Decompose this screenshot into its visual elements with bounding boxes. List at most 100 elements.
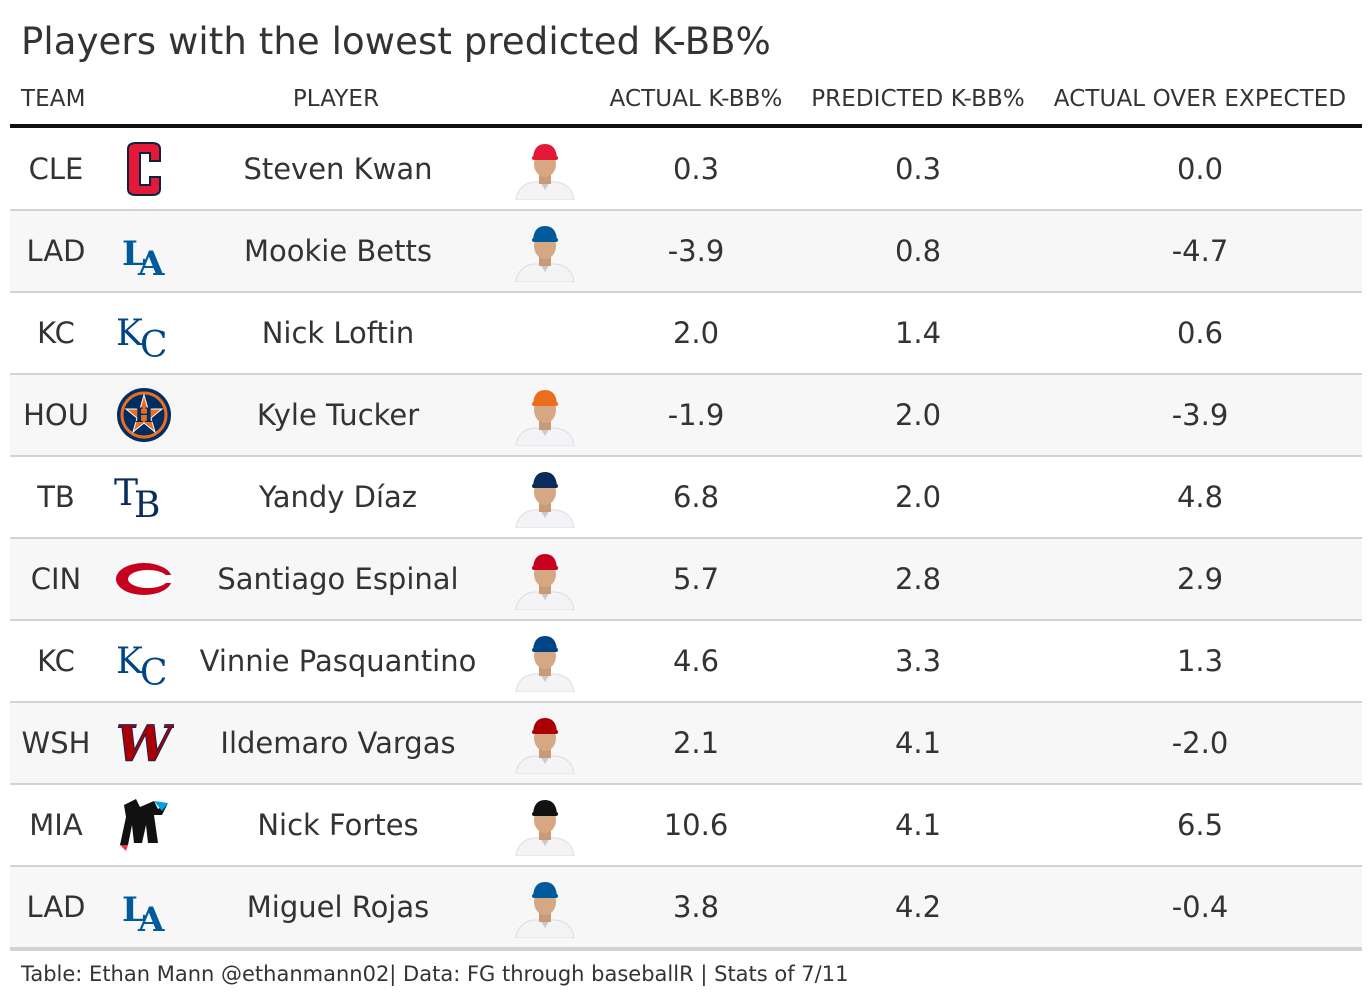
team-logo-icon — [110, 129, 178, 209]
team-logo-icon: W — [110, 703, 178, 783]
table-row: LAD L A Mookie Betts -3.9 0.8 -4.7 — [10, 211, 1362, 293]
svg-text:A: A — [137, 244, 165, 281]
svg-text:C: C — [140, 325, 168, 363]
player-name: Santiago Espinal — [217, 562, 459, 596]
team-logo-icon: H — [110, 375, 178, 455]
team-abbreviation: KC — [37, 644, 75, 678]
table-row: MIA Nick Fortes 10.6 4.1 6.5 — [10, 785, 1362, 867]
table-row: KC K C Vinnie Pasquantino 4.6 3.3 1.3 — [10, 621, 1362, 703]
actual-k-bb-value: 10.6 — [663, 808, 729, 842]
table-body: CLE Steven Kwan 0.3 0.3 0.0 LAD L A Mookie Betts… — [10, 129, 1362, 951]
player-name: Vinnie Pasquantino — [199, 644, 477, 678]
team-abbreviation: WSH — [21, 726, 91, 760]
actual-k-bb-value: -3.9 — [667, 234, 725, 268]
player-headshot-icon — [510, 293, 580, 373]
actual-over-expected-value: -4.7 — [1171, 234, 1229, 268]
predicted-k-bb-value: 2.0 — [894, 480, 942, 514]
svg-text:L: L — [122, 234, 146, 274]
actual-over-expected-value: 1.3 — [1176, 644, 1224, 678]
team-abbreviation: HOU — [23, 398, 89, 432]
team-logo-icon — [110, 539, 178, 619]
actual-k-bb-value: 4.6 — [672, 644, 720, 678]
column-header-actual: ACTUAL K-BB% — [609, 86, 783, 112]
actual-k-bb-value: 6.8 — [672, 480, 720, 514]
table-title: Players with the lowest predicted K-BB% — [21, 20, 771, 63]
table-row: WSH W Ildemaro Vargas 2.1 4.1 -2.0 — [10, 703, 1362, 785]
player-name: Yandy Díaz — [258, 480, 418, 514]
predicted-k-bb-value: 2.0 — [894, 398, 942, 432]
actual-k-bb-value: 3.8 — [672, 890, 720, 924]
actual-over-expected-value: 0.6 — [1176, 316, 1224, 350]
player-name: Mookie Betts — [243, 234, 432, 268]
table-row: HOU H Kyle Tucker -1.9 2.0 -3.9 — [10, 375, 1362, 457]
team-logo-icon — [110, 785, 178, 865]
predicted-k-bb-value: 1.4 — [894, 316, 942, 350]
player-headshot-icon — [510, 375, 580, 455]
team-abbreviation: KC — [37, 316, 75, 350]
predicted-k-bb-value: 4.1 — [894, 726, 942, 760]
predicted-k-bb-value: 4.1 — [894, 808, 942, 842]
player-name: Ildemaro Vargas — [220, 726, 456, 760]
svg-text:A: A — [137, 900, 165, 937]
player-headshot-icon — [510, 129, 580, 209]
player-headshot-icon — [510, 539, 580, 619]
svg-text:W: W — [116, 714, 174, 773]
player-name: Nick Fortes — [257, 808, 419, 842]
actual-over-expected-value: -3.9 — [1171, 398, 1229, 432]
predicted-k-bb-value: 0.3 — [894, 152, 942, 186]
table-row: TB T B Yandy Díaz 6.8 2.0 4.8 — [10, 457, 1362, 539]
player-headshot-icon — [510, 867, 580, 947]
column-header-predicted: PREDICTED K-BB% — [811, 86, 1025, 112]
player-name: Miguel Rojas — [246, 890, 430, 924]
svg-text:L: L — [122, 890, 146, 930]
column-header-team: TEAM — [21, 86, 86, 112]
actual-k-bb-value: 0.3 — [672, 152, 720, 186]
predicted-k-bb-value: 3.3 — [894, 644, 942, 678]
actual-k-bb-value: 2.1 — [672, 726, 720, 760]
player-headshot-icon — [510, 703, 580, 783]
team-abbreviation: CIN — [30, 562, 82, 596]
table-header: TEAM PLAYER ACTUAL K-BB% PREDICTED K-BB%… — [10, 84, 1362, 128]
actual-over-expected-value: -0.4 — [1171, 890, 1229, 924]
column-header-actual-over-expected: ACTUAL OVER EXPECTED — [1053, 86, 1347, 112]
svg-text:T: T — [114, 473, 138, 514]
table-row: KC K C Nick Loftin 2.0 1.4 0.6 — [10, 293, 1362, 375]
predicted-k-bb-value: 2.8 — [894, 562, 942, 596]
table-row: LAD L A Miguel Rojas 3.8 4.2 -0.4 — [10, 867, 1362, 951]
svg-text:K: K — [116, 641, 144, 682]
actual-k-bb-value: 5.7 — [672, 562, 720, 596]
player-headshot-icon — [510, 457, 580, 537]
actual-k-bb-value: 2.0 — [672, 316, 720, 350]
player-name: Nick Loftin — [261, 316, 415, 350]
actual-over-expected-value: 4.8 — [1176, 480, 1224, 514]
team-abbreviation: MIA — [29, 808, 83, 842]
actual-k-bb-value: -1.9 — [667, 398, 725, 432]
player-headshot-icon — [510, 621, 580, 701]
player-headshot-icon — [510, 211, 580, 291]
player-name: Kyle Tucker — [256, 398, 420, 432]
table-footer-caption: Table: Ethan Mann @ethanmann02| Data: FG… — [21, 962, 849, 986]
actual-over-expected-value: 2.9 — [1176, 562, 1224, 596]
team-abbreviation: CLE — [28, 152, 84, 186]
team-abbreviation: LAD — [26, 890, 86, 924]
table-row: CLE Steven Kwan 0.3 0.3 0.0 — [10, 129, 1362, 211]
team-abbreviation: LAD — [26, 234, 86, 268]
svg-text:K: K — [116, 313, 144, 354]
predicted-k-bb-value: 0.8 — [894, 234, 942, 268]
svg-text:H: H — [135, 403, 154, 427]
svg-text:B: B — [134, 485, 160, 526]
svg-text:C: C — [140, 653, 168, 691]
player-name: Steven Kwan — [243, 152, 433, 186]
team-abbreviation: TB — [37, 480, 75, 514]
table-row: CIN Santiago Espinal 5.7 2.8 2.9 — [10, 539, 1362, 621]
player-headshot-icon — [510, 785, 580, 865]
actual-over-expected-value: 6.5 — [1176, 808, 1224, 842]
column-header-player: PLAYER — [292, 86, 380, 112]
predicted-k-bb-value: 4.2 — [894, 890, 942, 924]
actual-over-expected-value: -2.0 — [1171, 726, 1229, 760]
